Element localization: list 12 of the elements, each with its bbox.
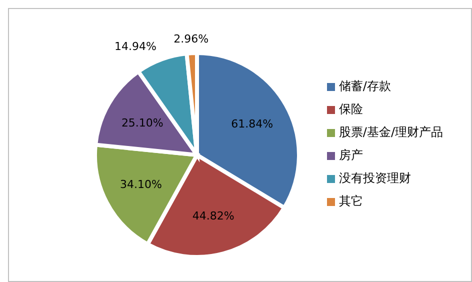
legend-label: 没有投资理财 [338,171,411,185]
legend-label: 股票/基金/理财产品 [338,125,443,139]
legend-label: 储蓄/存款 [338,79,391,93]
legend-label: 房产 [338,148,363,162]
legend-label: 保险 [338,102,363,116]
data-label: 61.84% [231,117,274,130]
legend-label: 其它 [338,194,363,208]
data-label: 44.82% [192,210,234,223]
data-label: 25.10% [121,116,164,130]
data-label: 2.96% [174,32,209,46]
data-label: 14.94% [114,40,157,53]
data-label: 34.10% [120,178,162,191]
